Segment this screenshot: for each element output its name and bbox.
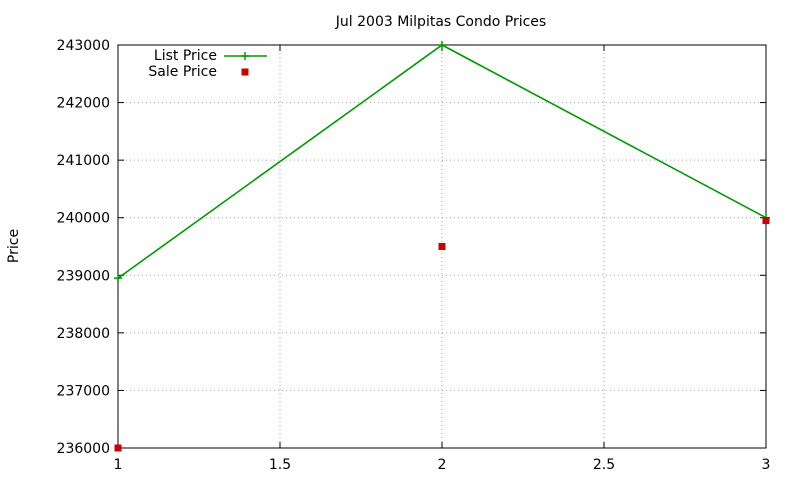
y-tick-label: 241000 — [57, 153, 110, 169]
legend-marker-list-price — [241, 52, 249, 60]
y-tick-label: 236000 — [57, 441, 110, 457]
list-price-point — [438, 41, 446, 49]
y-tick-label: 238000 — [57, 326, 110, 342]
grid-lines — [118, 45, 766, 448]
axis-ticks: 236000 237000 238000 239000 240000 241000 2420… — [57, 38, 771, 473]
legend-marker-sale-price — [241, 68, 249, 76]
sale-price-point — [438, 243, 446, 250]
legend: List Price Sale Price — [148, 48, 267, 80]
series-layer — [114, 41, 770, 452]
y-tick-label: 243000 — [57, 38, 110, 54]
y-tick-label: 242000 — [57, 96, 110, 112]
x-tick-label: 2.5 — [593, 457, 615, 473]
x-tick-label: 1.5 — [269, 457, 291, 473]
y-tick-label: 240000 — [57, 211, 110, 227]
legend-label-list-price: List Price — [154, 48, 217, 64]
y-tick-label: 237000 — [57, 383, 110, 399]
y-axis-label: Price — [6, 229, 22, 263]
x-tick-label: 3 — [762, 457, 771, 473]
y-tick-label: 239000 — [57, 268, 110, 284]
sale-price-point — [114, 444, 122, 452]
legend-label-sale-price: Sale Price — [148, 64, 217, 80]
x-tick-label: 1 — [114, 457, 123, 473]
x-tick-label: 2 — [438, 457, 447, 473]
list-price-point — [114, 274, 122, 283]
chart-title: Jul 2003 Milpitas Condo Prices — [335, 14, 546, 30]
sale-price-point — [762, 217, 770, 225]
